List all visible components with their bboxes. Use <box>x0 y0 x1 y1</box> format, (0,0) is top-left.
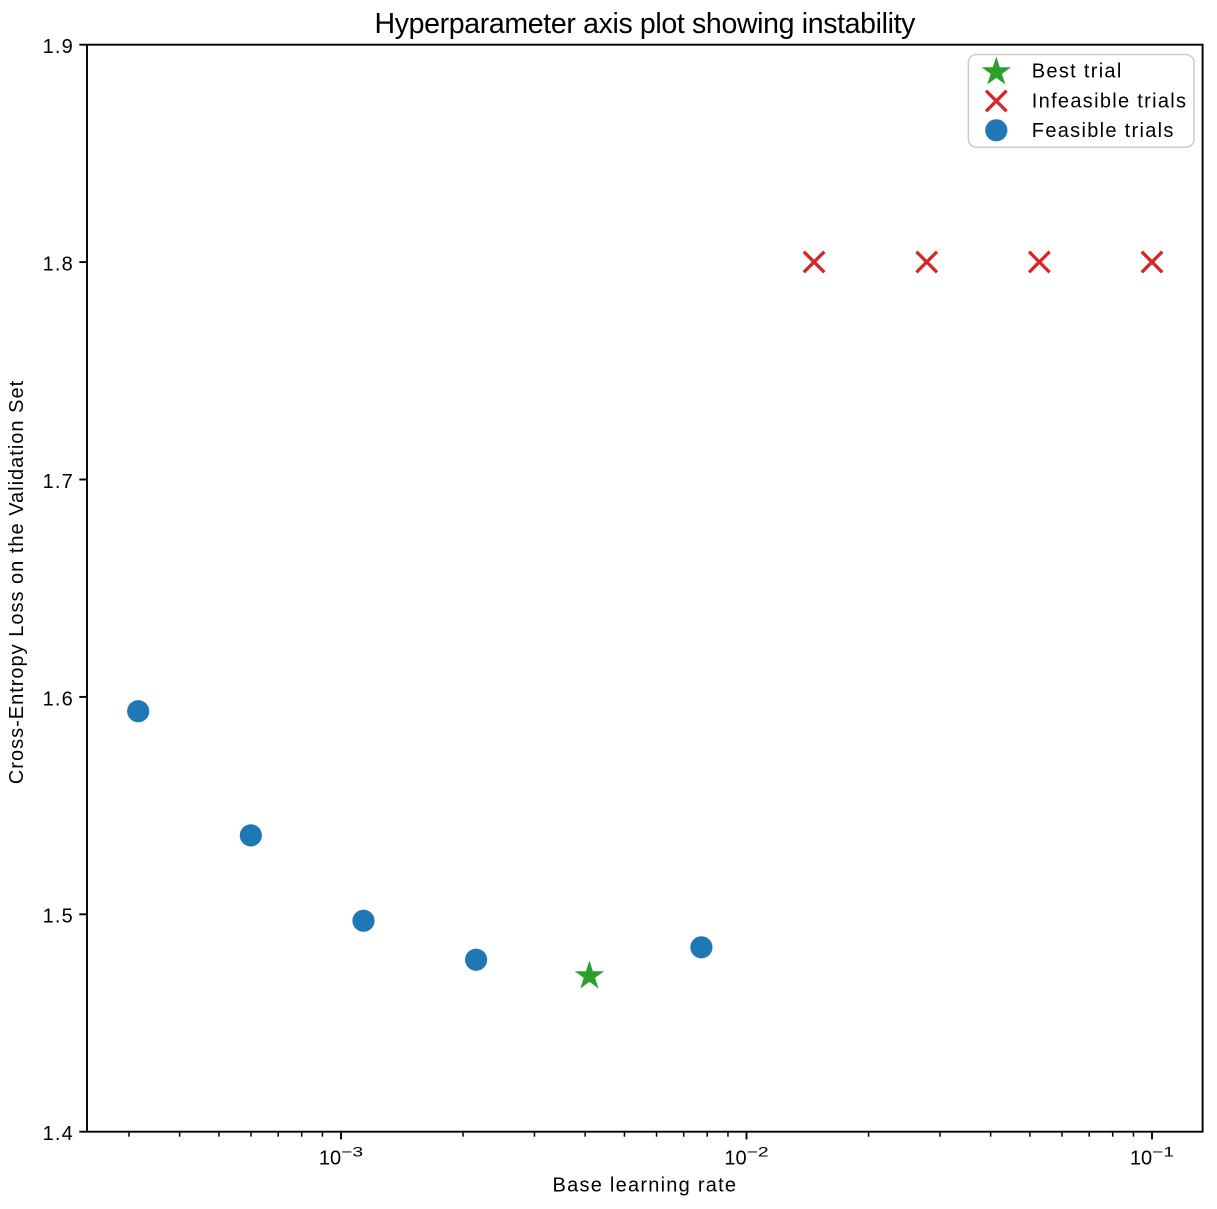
svg-text:1.7: 1.7 <box>43 471 74 493</box>
svg-text:1.5: 1.5 <box>43 906 74 928</box>
svg-text:1.6: 1.6 <box>43 688 74 710</box>
svg-text:1.8: 1.8 <box>43 254 74 276</box>
svg-text:Cross-Entropy Loss on the Vali: Cross-Entropy Loss on the Validation Set <box>6 380 28 784</box>
svg-text:Infeasible trials: Infeasible trials <box>1032 90 1188 112</box>
svg-text:1.4: 1.4 <box>43 1123 74 1145</box>
svg-text:Base learning rate: Base learning rate <box>552 1175 737 1197</box>
svg-text:Best trial: Best trial <box>1032 60 1123 82</box>
svg-text:Hyperparameter axis plot showi: Hyperparameter axis plot showing instabi… <box>374 8 916 40</box>
svg-text:Feasible trials: Feasible trials <box>1032 120 1175 142</box>
svg-text:1.9: 1.9 <box>43 36 74 58</box>
svg-text:10−3: 10−3 <box>319 1143 364 1169</box>
